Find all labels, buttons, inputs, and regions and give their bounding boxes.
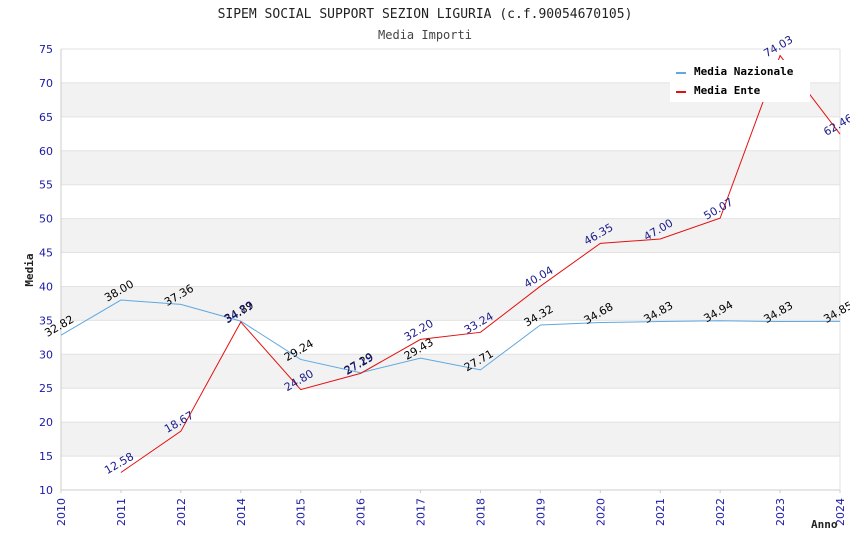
x-tick-label: 2010 <box>55 498 68 526</box>
data-label-ente: 74.03 <box>761 33 795 60</box>
y-tick-label: 20 <box>39 416 53 429</box>
x-tick-label: 2024 <box>834 498 847 526</box>
y-tick-label: 50 <box>39 213 53 226</box>
x-tick-label: 2019 <box>534 498 547 526</box>
legend-box <box>670 60 810 102</box>
grid-band <box>61 354 840 389</box>
x-tick-label: 2022 <box>714 498 727 526</box>
x-axis-ticks: 2010 2011 2012 2014 2015 2016 2017 2018 2019 2020… <box>55 490 847 526</box>
y-tick-label: 55 <box>39 179 53 192</box>
axes <box>60 49 841 491</box>
chart-title: SIPEM SOCIAL SUPPORT SEZION LIGURIA (c.f… <box>218 7 633 22</box>
y-tick-label: 40 <box>39 280 53 293</box>
y-tick-label: 65 <box>39 111 53 124</box>
grid-bands <box>61 82 840 457</box>
y-axis-ticks: 10 15 20 25 30 35 40 45 50 55 60 65 70 75 <box>39 43 53 497</box>
y-tick-label: 10 <box>39 484 53 497</box>
x-tick-label: 2011 <box>115 498 128 526</box>
y-tick-label: 35 <box>39 314 53 327</box>
y-tick-label: 60 <box>39 145 53 158</box>
x-tick-label: 2017 <box>415 498 428 526</box>
y-axis-label: Media <box>23 253 36 286</box>
y-tick-label: 25 <box>39 382 53 395</box>
grid-band <box>61 286 840 321</box>
x-axis-label: Anno <box>811 518 838 531</box>
grid-band <box>61 422 840 457</box>
x-tick-label: 2020 <box>594 498 607 526</box>
legend: Media Nazionale Media Ente <box>670 60 810 102</box>
grid-band <box>61 150 840 185</box>
y-tick-label: 45 <box>39 247 53 260</box>
x-tick-label: 2016 <box>355 498 368 526</box>
chart-subtitle: Media Importi <box>378 28 472 42</box>
y-tick-label: 70 <box>39 77 53 90</box>
y-tick-label: 30 <box>39 348 53 361</box>
x-tick-label: 2014 <box>235 498 248 526</box>
x-tick-label: 2023 <box>774 498 787 526</box>
grid-band <box>61 218 840 253</box>
legend-label-ente: Media Ente <box>694 84 761 97</box>
x-tick-label: 2018 <box>474 498 487 526</box>
series-line-nazionale <box>60 299 841 374</box>
series-lines <box>60 54 841 473</box>
x-tick-label: 2015 <box>295 498 308 526</box>
x-tick-label: 2021 <box>654 498 667 526</box>
x-tick-label: 2012 <box>175 498 188 526</box>
y-tick-label: 15 <box>39 450 53 463</box>
series-line-ente <box>120 54 841 473</box>
legend-label-nazionale: Media Nazionale <box>694 65 794 78</box>
y-tick-label: 75 <box>39 43 53 56</box>
